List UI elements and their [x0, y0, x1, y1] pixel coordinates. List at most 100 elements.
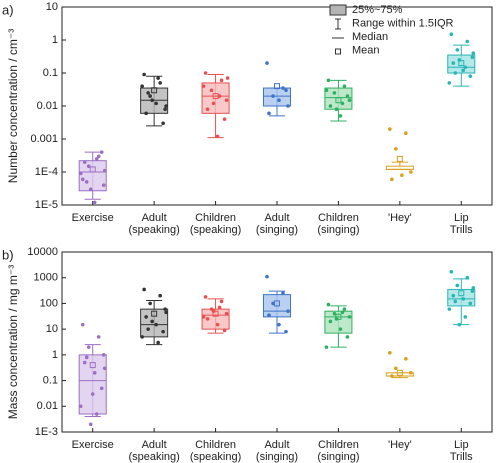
legend-label: 25%~75%	[352, 4, 403, 16]
data-point	[465, 39, 470, 44]
data-point	[82, 160, 87, 164]
box	[201, 308, 230, 330]
legend-label: Range within 1.5IQR	[352, 17, 454, 29]
data-point	[99, 150, 104, 154]
plot-frame	[61, 251, 493, 433]
mean	[89, 362, 96, 369]
data-point	[390, 374, 394, 378]
data-point	[461, 297, 466, 301]
data-point	[347, 98, 352, 102]
data-point	[148, 301, 152, 306]
data-point	[277, 98, 281, 102]
data-point	[94, 157, 99, 161]
x-tick-label: Trills	[450, 451, 473, 463]
data-point	[222, 117, 227, 121]
x-tick-label: Adult	[264, 212, 289, 224]
data-point	[326, 302, 331, 307]
data-point	[457, 322, 462, 327]
data-point	[284, 88, 288, 93]
data-point	[451, 61, 456, 65]
data-point	[90, 392, 95, 396]
data-point	[409, 170, 413, 174]
mean	[212, 310, 219, 317]
data-point	[281, 86, 285, 90]
data-point	[447, 81, 452, 85]
data-point	[88, 187, 93, 192]
data-point	[265, 61, 269, 65]
data-point	[161, 329, 165, 334]
data-point	[394, 147, 398, 151]
y-tick-label: 0.1	[43, 374, 58, 386]
mean	[458, 60, 465, 67]
data-point	[156, 340, 160, 345]
data-point	[84, 180, 89, 184]
mean	[396, 369, 403, 376]
mean	[458, 290, 465, 297]
data-point	[340, 310, 345, 315]
data-point	[471, 286, 476, 290]
y-tick-label: 1E-4	[35, 166, 58, 178]
data-point	[324, 345, 329, 349]
data-point	[215, 322, 220, 327]
x-tick-label: Adult	[142, 212, 167, 224]
mean	[335, 313, 342, 320]
data-point	[468, 301, 473, 306]
data-point	[102, 366, 107, 371]
y-tick-label: 0.001	[30, 133, 58, 145]
mean	[335, 97, 342, 104]
x-tick-label: Adult	[142, 439, 167, 451]
data-point	[164, 310, 168, 315]
data-point	[338, 327, 343, 331]
data-point	[471, 51, 476, 55]
mean	[89, 166, 96, 173]
x-tick-label: Trills	[450, 224, 473, 236]
data-point	[345, 335, 350, 339]
x-tick-label: (speaking)	[128, 451, 179, 463]
y-tick-label: 10000	[27, 246, 58, 258]
data-point	[390, 177, 394, 182]
box	[447, 54, 476, 74]
box	[324, 87, 353, 110]
data-point	[146, 327, 150, 331]
y-tick-label: 1E-3	[35, 426, 58, 438]
data-point	[205, 107, 210, 111]
data-point	[409, 371, 413, 375]
x-tick-label: (speaking)	[190, 224, 241, 236]
data-point	[281, 291, 285, 295]
legend-swatch	[329, 4, 347, 16]
data-point	[451, 293, 456, 298]
mean	[151, 87, 158, 94]
x-tick-label: (singing)	[256, 451, 298, 463]
data-point	[163, 107, 167, 111]
box-group	[78, 322, 107, 427]
x-tick-label: (singing)	[317, 224, 359, 236]
data-point	[457, 58, 462, 62]
data-point	[219, 78, 224, 83]
data-point	[215, 134, 220, 139]
legend-label: Mean	[352, 44, 380, 56]
data-point	[142, 72, 146, 77]
mean	[274, 83, 280, 90]
data-point	[284, 329, 288, 334]
y-tick-label: 1E-5	[35, 199, 58, 211]
data-point	[156, 76, 160, 80]
box-group	[385, 127, 414, 182]
data-point	[148, 94, 152, 98]
box-group	[78, 150, 107, 205]
data-point	[217, 94, 222, 98]
x-tick-label: Children	[318, 212, 359, 224]
box	[78, 354, 107, 415]
data-point	[470, 289, 475, 293]
data-point	[144, 111, 148, 116]
data-point	[271, 301, 275, 306]
data-point	[140, 84, 144, 88]
data-point	[96, 335, 101, 339]
data-point	[465, 275, 470, 280]
box-group	[447, 269, 476, 327]
data-point	[219, 299, 224, 304]
data-point	[92, 200, 97, 205]
data-point	[332, 311, 337, 316]
data-point	[154, 101, 158, 106]
data-point	[164, 104, 168, 108]
